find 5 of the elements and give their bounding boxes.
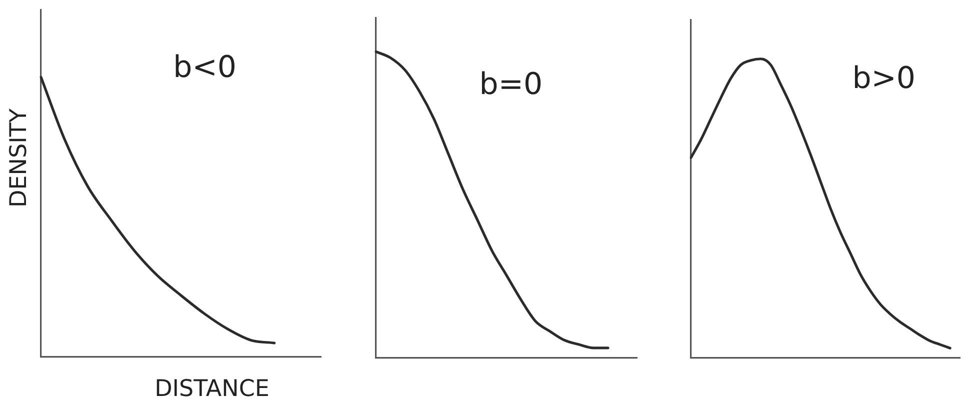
y-axis-title: DENSITY [6,108,32,208]
chart-title: b<0 [173,50,236,85]
x-axis-title: DISTANCE [154,376,270,402]
chart-title: b>0 [852,60,916,96]
text: b=0 [479,66,543,102]
